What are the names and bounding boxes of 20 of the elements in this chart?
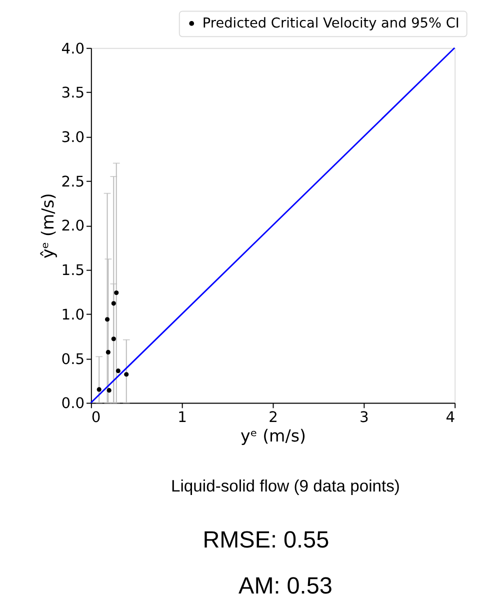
y-tick-label: 1.5 xyxy=(61,262,85,280)
y-tick-label: 3.0 xyxy=(61,128,85,146)
y-tick-label: 4.0 xyxy=(61,40,85,58)
x-axis-title: yᵉ (m/s) xyxy=(240,426,306,446)
x-tick-label: 1 xyxy=(178,408,187,426)
x-tick-label: 2 xyxy=(268,408,278,426)
x-tick-label: 4 xyxy=(446,408,456,426)
y-tick-label: 0.5 xyxy=(61,350,85,368)
text: AM: 0.53 xyxy=(238,572,332,598)
y-axis-title: ŷᵉ (m/s) xyxy=(38,193,58,259)
legend-label: Predicted Critical Velocity and 95% CI xyxy=(202,15,460,32)
text: Liquid-solid flow (9 data points) xyxy=(170,476,400,496)
x-tick-label: 3 xyxy=(360,408,369,426)
text: RMSE: 0.55 xyxy=(202,526,330,552)
y-tick-label: 2.0 xyxy=(61,218,85,235)
x-tick-label: 0 xyxy=(91,408,101,426)
y-tick-label: 3.5 xyxy=(61,84,85,102)
y-tick-label: 2.5 xyxy=(61,173,85,190)
y-tick-label: 0.0 xyxy=(61,395,85,412)
y-tick-label: 1.0 xyxy=(61,306,85,324)
